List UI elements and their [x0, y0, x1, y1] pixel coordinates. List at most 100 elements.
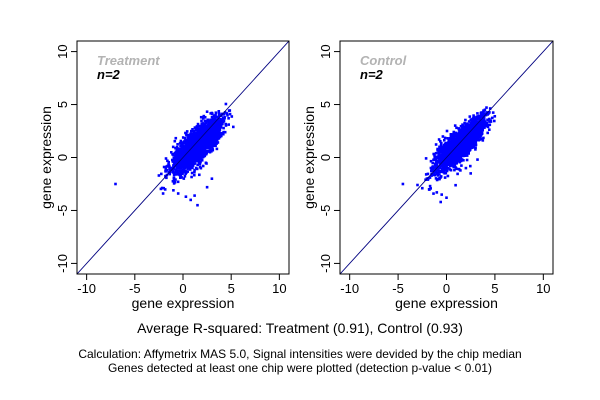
data-point: [173, 163, 177, 167]
data-point: [161, 192, 165, 195]
data-point: [485, 106, 488, 109]
data-point: [182, 168, 186, 171]
data-point: [184, 170, 187, 173]
data-point: [169, 169, 172, 172]
data-point: [167, 160, 170, 164]
data-point: [462, 159, 465, 162]
data-point: [486, 131, 489, 135]
data-point: [171, 159, 175, 162]
data-point: [190, 175, 193, 179]
data-point: [203, 116, 207, 119]
x-tick-label: -10: [77, 281, 96, 296]
data-point: [181, 136, 185, 139]
data-point: [432, 192, 435, 195]
data-point: [202, 114, 206, 118]
data-point: [165, 176, 168, 180]
data-point: [465, 149, 469, 152]
data-point: [176, 158, 179, 161]
data-point: [166, 168, 169, 172]
data-point: [174, 146, 177, 150]
data-point: [177, 150, 181, 153]
data-point: [214, 111, 218, 114]
data-point: [209, 133, 212, 136]
data-point: [445, 157, 448, 160]
data-point: [210, 129, 214, 133]
data-point: [211, 134, 214, 137]
data-point: [444, 163, 447, 166]
data-point: [454, 160, 458, 163]
data-point: [441, 166, 445, 169]
data-point: [437, 148, 440, 151]
data-point: [482, 136, 485, 140]
data-point: [211, 142, 214, 145]
data-point: [196, 163, 199, 167]
data-point: [457, 168, 461, 171]
data-point: [180, 163, 183, 167]
data-point: [456, 172, 459, 176]
data-point: [184, 159, 188, 163]
data-point: [164, 169, 167, 173]
data-point: [205, 119, 209, 123]
panel-title: Treatment: [97, 53, 160, 68]
data-point: [215, 125, 218, 129]
data-point: [204, 121, 208, 125]
data-point: [224, 124, 228, 127]
data-point: [186, 141, 190, 145]
data-point: [178, 161, 181, 165]
data-point: [222, 132, 225, 136]
y-tick-label: 5: [55, 101, 70, 108]
data-point: [441, 157, 445, 160]
data-point: [437, 151, 441, 155]
data-point: [211, 117, 215, 120]
data-point: [446, 167, 449, 170]
data-point: [164, 157, 168, 160]
data-point: [191, 128, 194, 131]
data-point: [459, 157, 463, 160]
data-point: [193, 146, 196, 149]
data-point: [226, 114, 229, 117]
data-point: [177, 166, 181, 169]
data-point: [171, 180, 175, 183]
data-point: [486, 125, 490, 129]
data-point: [192, 151, 195, 155]
data-point: [219, 123, 223, 127]
data-point: [185, 132, 188, 135]
data-point: [190, 157, 194, 160]
data-point: [217, 137, 221, 140]
outlier-point: [157, 174, 161, 177]
data-point: [197, 130, 200, 134]
data-point: [439, 140, 442, 143]
data-point: [222, 112, 225, 116]
data-point: [434, 143, 438, 146]
data-point: [429, 159, 433, 163]
data-point: [198, 165, 202, 169]
data-point: [179, 159, 183, 163]
data-point: [179, 166, 182, 170]
data-point: [181, 168, 185, 172]
data-point: [223, 117, 226, 120]
data-point: [196, 153, 199, 156]
data-point: [438, 173, 441, 176]
data-point: [204, 124, 208, 128]
data-point: [451, 152, 454, 156]
data-point: [204, 161, 208, 165]
data-point: [173, 181, 177, 184]
data-point: [455, 132, 459, 136]
data-point: [432, 167, 435, 170]
data-point: [205, 146, 208, 149]
data-point: [198, 173, 201, 177]
data-point: [202, 126, 206, 129]
data-point: [465, 158, 469, 162]
data-point: [493, 119, 496, 123]
data-point: [179, 139, 183, 143]
data-point: [470, 120, 473, 123]
data-point: [467, 149, 470, 152]
data-point: [172, 176, 176, 179]
data-point: [209, 138, 213, 142]
data-point: [227, 109, 231, 112]
data-point: [208, 122, 211, 126]
data-point: [199, 160, 202, 164]
data-point: [195, 125, 198, 128]
data-point: [473, 115, 476, 119]
data-point: [189, 163, 192, 166]
